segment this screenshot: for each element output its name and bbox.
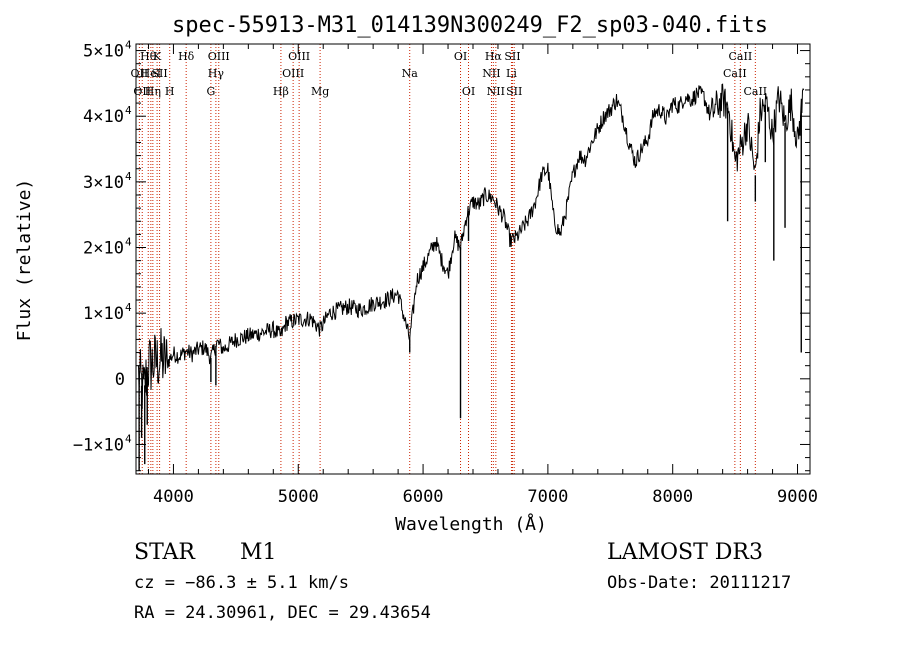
x-axis-label: Wavelength (Å) (395, 513, 547, 535)
y-tick-label-4: 3×10 (83, 173, 124, 193)
line-label-0: OII (131, 67, 149, 80)
y-tick-label-5: 4×10 (83, 107, 124, 127)
line-label-1: OII (133, 85, 151, 98)
line-label-11: OIII (208, 50, 230, 63)
y-tick-exponent-5: 4 (125, 104, 132, 117)
line-label-4: Hη (145, 85, 161, 98)
absorption-spikes (138, 104, 802, 471)
line-label-10: Hγ (208, 67, 225, 80)
y-tick-exponent-6: 4 (125, 39, 132, 52)
line-label-7: H (165, 85, 175, 98)
x-tick-label-3: 7000 (527, 487, 568, 507)
line-label-23: SII (504, 50, 520, 63)
y-tick-label-2: 1×10 (83, 304, 124, 324)
y-axis-ticks: −1×10 401×10 42×10 43×10 44×10 45×10 4 (73, 39, 810, 472)
y-tick-exponent-3: 4 (125, 236, 132, 249)
x-tick-label-5: 9000 (777, 487, 818, 507)
y-axis-label: Flux (relative) (14, 179, 35, 342)
line-label-21: NII (487, 85, 505, 98)
line-label-19: NII (482, 67, 500, 80)
line-label-2: Hθ (140, 50, 157, 63)
line-label-24: SII (506, 85, 522, 98)
y-tick-exponent-4: 4 (125, 170, 132, 183)
line-label-17: OI (454, 50, 467, 63)
line-label-22: Li (506, 67, 517, 80)
x-tick-label-0: 4000 (153, 487, 194, 507)
line-label-15: Mg (311, 85, 329, 98)
coordinates: RA = 24.30961, DEC = 29.43654 (134, 603, 431, 623)
line-label-9: G (206, 85, 215, 98)
line-label-13: OIII (282, 67, 304, 80)
line-label-8: Hδ (178, 50, 195, 63)
x-axis-ticks: 4000 5000 6000 7000 8000 9000 (147, 44, 818, 507)
x-tick-label-1: 5000 (278, 487, 319, 507)
line-label-27: CaII (743, 85, 767, 98)
spectrum-line (138, 83, 805, 410)
y-tick-label-3: 2×10 (83, 239, 124, 259)
y-tick-label-1: 0 (115, 370, 125, 390)
y-tick-exponent-2: 4 (125, 301, 132, 314)
line-label-20: Hα (485, 50, 503, 63)
survey-name: LAMOST DR3 (607, 540, 763, 565)
chart-title: spec-55913-M31_014139N300249_F2_sp03-040… (172, 13, 768, 38)
line-label-14: OIII (288, 50, 310, 63)
line-label-18: OI (462, 85, 475, 98)
line-label-5: K (153, 50, 162, 63)
y-tick-label-0: −1×10 (73, 435, 124, 455)
line-label-6: SII (151, 67, 167, 80)
line-label-12: Hβ (273, 85, 289, 98)
x-tick-label-2: 6000 (403, 487, 444, 507)
line-label-25: CaII (723, 67, 747, 80)
spectral-line-labels: OII OII Hθ HeI Hη K SII H Hδ G Hγ OIII Hβ OIII OIII Mg N… (131, 50, 768, 98)
x-tick-label-4: 8000 (652, 487, 693, 507)
line-label-3: HeI (141, 67, 161, 80)
observation-date: Obs-Date: 20111217 (607, 573, 792, 593)
line-label-16: Na (402, 67, 419, 80)
y-tick-label-6: 5×10 (83, 42, 124, 62)
object-class: STAR (134, 540, 195, 565)
line-label-26: CaII (729, 50, 753, 63)
object-subclass: M1 (240, 540, 277, 565)
radial-velocity: cz = −86.3 ± 5.1 km/s (134, 573, 349, 593)
y-tick-exponent-0: 4 (125, 432, 132, 445)
